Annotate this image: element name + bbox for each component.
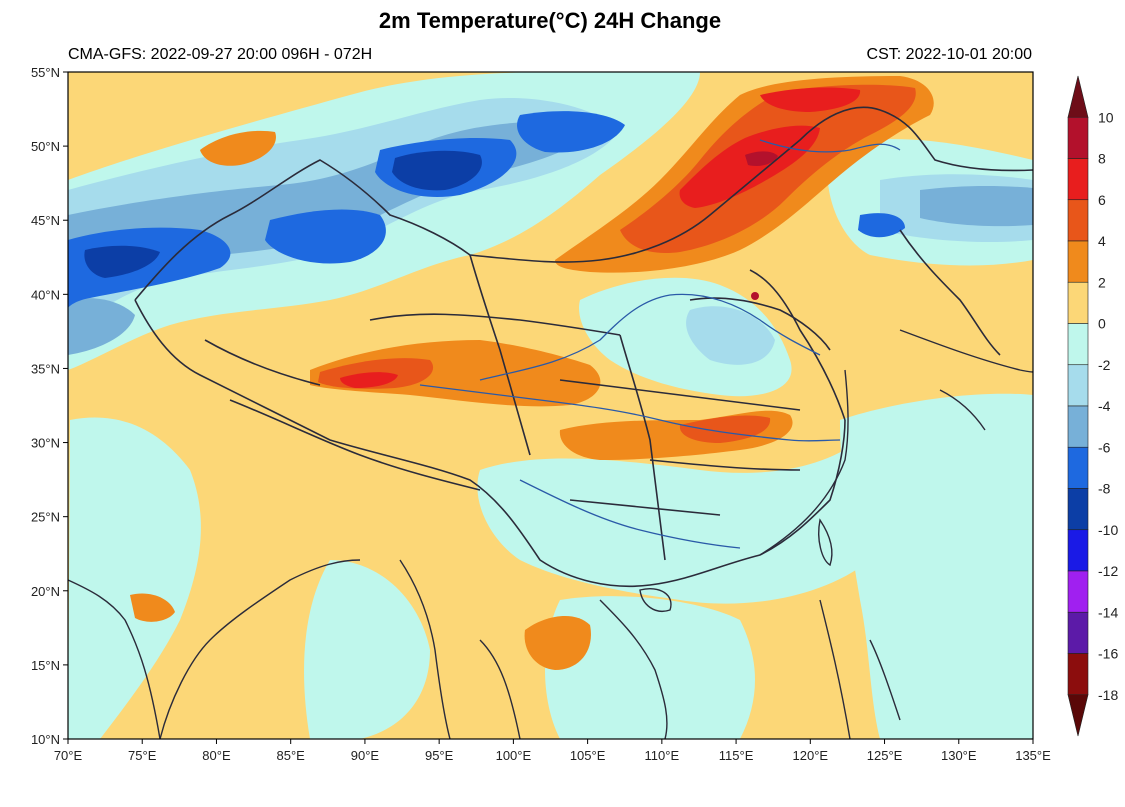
colorbar-segment xyxy=(1067,75,1089,118)
cool-region-indochina xyxy=(545,596,755,739)
warm-region-tibet xyxy=(310,340,601,407)
lat-tick-label: 40°N xyxy=(31,287,60,302)
extreme-hot-spot xyxy=(745,151,778,166)
warm-region-indochina xyxy=(524,615,591,670)
lat-tick-label: 30°N xyxy=(31,436,60,451)
coldest-region-core xyxy=(392,150,482,191)
colorbar-label: 6 xyxy=(1098,192,1106,208)
lon-tick-label: 110°E xyxy=(645,748,680,763)
colorbar-label: 10 xyxy=(1098,109,1114,125)
colorbar-segment xyxy=(1067,199,1089,242)
very-cold-region-center xyxy=(265,209,386,264)
colorbar: 10 8 6 4 2 0 -2 -4 -6 -8 -10 -12 -14 -16 -18 xyxy=(1067,75,1118,737)
lon-tick-label: 80°E xyxy=(202,748,231,763)
colorbar-label: 2 xyxy=(1098,274,1106,290)
colorbar-segment xyxy=(1067,240,1089,283)
coastlines xyxy=(68,329,1033,739)
colorbar-segment xyxy=(1067,405,1089,448)
lat-tick-label: 50°N xyxy=(31,139,60,154)
colorbar-segment xyxy=(1067,529,1089,572)
longitude-axis: 70°E 75°E 80°E 85°E 90°E 95°E 100°E 105°E 110°E 1… xyxy=(54,739,1051,763)
colder-region-northeast xyxy=(920,185,1033,227)
colorbar-label: 4 xyxy=(1098,233,1106,249)
lon-tick-label: 70°E xyxy=(54,748,83,763)
colorbar-label: 8 xyxy=(1098,151,1106,167)
beijing-hot-spot xyxy=(751,292,759,300)
colorbar-segment xyxy=(1067,158,1089,201)
warm-region-west xyxy=(200,130,276,166)
colorbar-segment xyxy=(1067,611,1089,654)
boundaries xyxy=(134,106,1033,588)
lon-tick-label: 120°E xyxy=(793,748,829,763)
plot-frame xyxy=(67,71,1034,740)
cool-region-india xyxy=(68,417,201,739)
lon-tick-label: 135°E xyxy=(1015,748,1051,763)
lon-tick-label: 90°E xyxy=(351,748,380,763)
lon-tick-label: 95°E xyxy=(425,748,454,763)
map-title: 2m Temperature(°C) 24H Change xyxy=(378,8,722,33)
lat-tick-label: 55°N xyxy=(31,65,60,80)
very-hot-region-tibet xyxy=(340,372,398,388)
colorbar-segment xyxy=(1067,281,1089,324)
very-cold-region-northeast xyxy=(517,111,625,153)
lon-tick-label: 125°E xyxy=(867,748,903,763)
lat-tick-label: 45°N xyxy=(31,213,60,228)
colorbar-label: 0 xyxy=(1098,316,1106,332)
lon-tick-label: 105°E xyxy=(570,748,606,763)
colorbar-segment xyxy=(1067,570,1089,613)
coldest-region-west xyxy=(84,245,160,278)
model-run-label: CMA-GFS: 2022-09-27 20:00 096H - 072H xyxy=(68,46,373,63)
warm-region-india xyxy=(130,593,175,622)
lon-tick-label: 115°E xyxy=(719,748,754,763)
lon-tick-label: 100°E xyxy=(496,748,532,763)
colorbar-segment xyxy=(1067,446,1089,489)
very-hot-region xyxy=(679,125,820,208)
lat-tick-label: 10°N xyxy=(31,732,60,747)
lat-tick-label: 35°N xyxy=(31,361,60,376)
lat-tick-label: 20°N xyxy=(31,584,60,599)
colorbar-label: -8 xyxy=(1098,481,1111,497)
colorbar-label: -10 xyxy=(1098,522,1118,538)
colorbar-label: -14 xyxy=(1098,604,1118,620)
colorbar-label: -4 xyxy=(1098,398,1111,414)
hot-region-central xyxy=(679,415,771,443)
very-hot-region-north xyxy=(760,87,861,112)
lon-tick-label: 85°E xyxy=(277,748,306,763)
cold-region-huabei xyxy=(686,306,775,365)
very-cold-region-east xyxy=(858,213,905,238)
lat-tick-label: 15°N xyxy=(31,658,60,673)
colorbar-label: -12 xyxy=(1098,563,1118,579)
colorbar-segment xyxy=(1067,488,1089,531)
colorbar-label: -2 xyxy=(1098,357,1111,373)
cool-region-south-china xyxy=(477,440,870,604)
valid-time-label: CST: 2022-10-01 20:00 xyxy=(866,46,1032,63)
colorbar-segment xyxy=(1067,323,1089,366)
colder-region-far-west xyxy=(68,298,135,355)
latitude-axis: 10°N 15°N 20°N 25°N 30°N 35°N 40°N 45°N 50°N 55°N xyxy=(31,65,68,747)
colorbar-segment xyxy=(1067,694,1089,737)
temperature-field xyxy=(68,72,1033,739)
colorbar-segment xyxy=(1067,116,1089,159)
colorbar-segment xyxy=(1067,653,1089,696)
rivers xyxy=(419,139,901,549)
lon-tick-label: 75°E xyxy=(128,748,157,763)
colorbar-label: -6 xyxy=(1098,439,1111,455)
lon-tick-label: 130°E xyxy=(941,748,977,763)
colorbar-segment xyxy=(1067,364,1089,407)
cool-region-bay xyxy=(304,560,430,739)
lat-tick-label: 25°N xyxy=(31,510,60,525)
colorbar-label: -16 xyxy=(1098,646,1118,662)
colorbar-label: -18 xyxy=(1098,687,1118,703)
cool-region-ocean xyxy=(840,393,1033,739)
